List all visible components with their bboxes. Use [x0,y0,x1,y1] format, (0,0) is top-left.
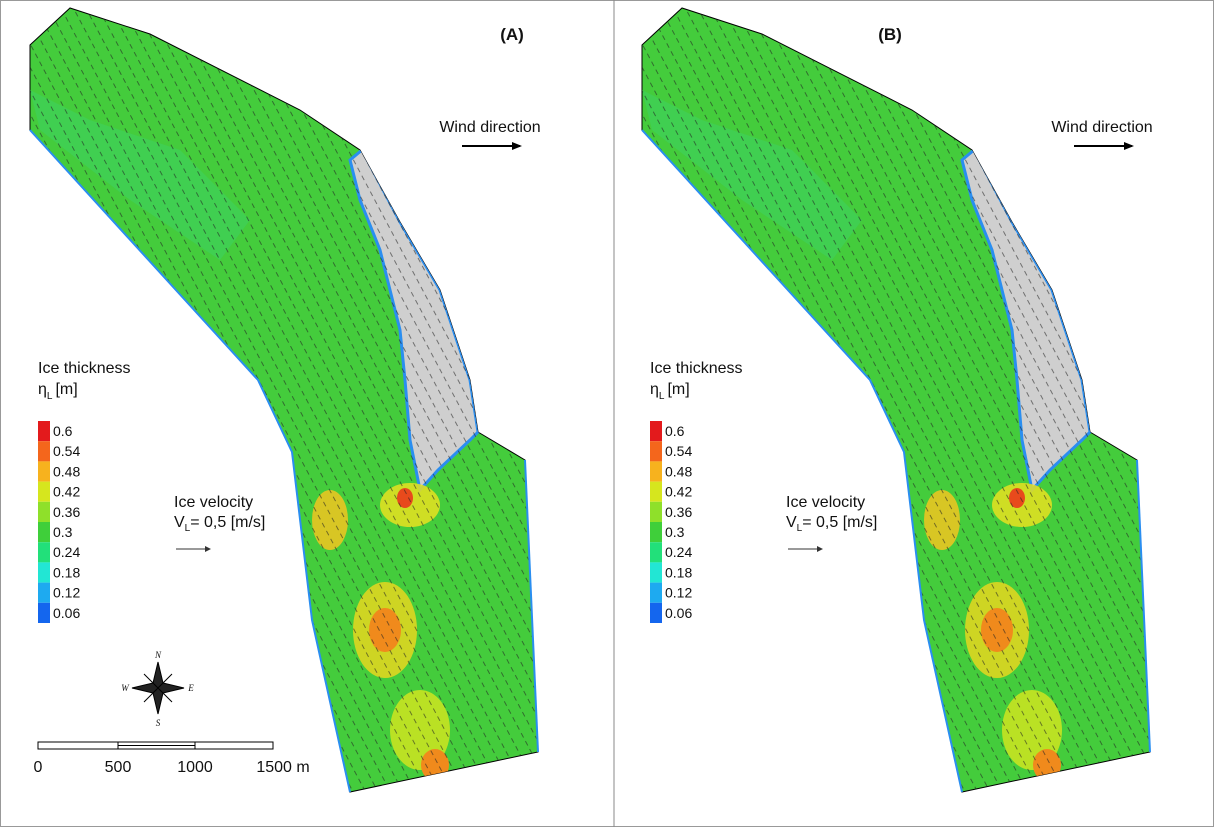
legend-label: 0.6 [665,423,685,439]
scale-label: 0 [34,759,43,776]
legend-subscript: L [659,391,665,402]
legend-swatch [650,441,662,461]
velocity-title: Ice velocity [174,494,253,511]
wind-arrowhead [512,142,522,150]
legend-label: 0.3 [665,524,685,540]
panel-b: (B) Wind direction Ice thickness ηL[m] 0.6 0.… [612,0,1214,827]
legend-symbol: η [650,381,659,398]
legend-swatch [38,482,50,502]
legend-swatch [650,502,662,522]
legend-swatch [650,583,662,603]
velocity-arrowhead [817,546,823,552]
legend-label: 0.36 [53,504,80,520]
panel-label: (B) [878,25,902,44]
legend-label: 0.6 [53,423,73,439]
panel-label: (A) [500,25,524,44]
legend-label: 0.36 [665,504,692,520]
scale-label: 500 [105,759,132,776]
legend-symbol-line: ηL[m] [650,381,690,402]
compass-north: N [154,650,162,660]
velocity-line: VL= 0,5 [m/s] [174,514,265,534]
legend-label: 0.12 [53,585,80,601]
legend-swatch [38,542,50,562]
scale-label: 1500 m [256,759,309,776]
compass-west: W [121,683,130,693]
legend-label: 0.54 [53,443,80,459]
legend-label: 0.18 [53,564,80,580]
legend-swatch [650,603,662,623]
page: {"panels": [ {"label": "(A)", "wind_labe… [0,0,1214,827]
scale-label: 1000 [177,759,213,776]
legend-swatch [650,421,662,441]
legend-swatch [650,522,662,542]
legend-label: 0.48 [665,463,692,479]
velocity-symbol: V [786,514,797,531]
legend-swatch [650,562,662,582]
wind-label: Wind direction [439,119,540,136]
legend-swatch [650,542,662,562]
legend-swatch [38,522,50,542]
legend-unit: [m] [55,381,77,398]
velocity-line: VL= 0,5 [m/s] [786,514,877,534]
velocity-value: = 0,5 [m/s] [190,514,265,531]
legend-label: 0.42 [665,484,692,500]
velocity-arrowhead [205,546,211,552]
velocity-title: Ice velocity [786,494,865,511]
velocity-value: = 0,5 [m/s] [802,514,877,531]
compass-south: S [156,718,161,728]
legend-swatch [38,421,50,441]
legend-title: Ice thickness [38,360,130,377]
legend-swatch [38,461,50,481]
legend-swatch [38,562,50,582]
legend-label: 0.06 [665,605,692,621]
wind-arrowhead [1124,142,1134,150]
legend-label: 0.42 [53,484,80,500]
legend-label: 0.12 [665,585,692,601]
figure: (A)Wind directionIce thicknessηL[m]0.60.… [0,0,1214,827]
legend-label: 0.06 [53,605,80,621]
panel-a: (A) Wind direction Ice thickness ηL[m] 0.6 0.… [0,0,607,827]
legend-swatch [650,461,662,481]
legend-label: 0.24 [665,544,692,560]
legend-title: Ice thickness [650,360,742,377]
velocity-symbol: V [174,514,185,531]
legend-swatch [38,502,50,522]
legend-swatch [650,482,662,502]
legend-label: 0.54 [665,443,692,459]
legend-label: 0.24 [53,544,80,560]
legend-swatch [38,441,50,461]
legend-swatch [38,603,50,623]
legend-symbol-line: ηL[m] [38,381,78,402]
legend-symbol: η [38,381,47,398]
legend-label: 0.18 [665,564,692,580]
compass-east: E [187,683,194,693]
legend-unit: [m] [667,381,689,398]
legend-swatch [38,583,50,603]
legend-subscript: L [47,391,53,402]
wind-label: Wind direction [1051,119,1152,136]
legend-label: 0.48 [53,463,80,479]
legend-label: 0.3 [53,524,73,540]
